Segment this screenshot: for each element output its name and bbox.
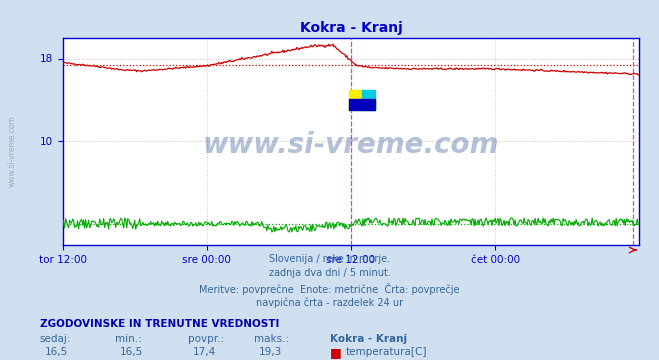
Text: navpična črta - razdelek 24 ur: navpična črta - razdelek 24 ur [256, 297, 403, 307]
Text: 19,3: 19,3 [258, 347, 282, 357]
Bar [349, 90, 362, 110]
Text: ■: ■ [330, 346, 341, 359]
Bar [362, 90, 374, 110]
Text: maks.:: maks.: [254, 334, 289, 344]
Text: www.si-vreme.com: www.si-vreme.com [8, 115, 17, 187]
Text: 16,5: 16,5 [120, 347, 144, 357]
Text: www.si-vreme.com: www.si-vreme.com [203, 131, 499, 159]
Text: sedaj:: sedaj: [40, 334, 71, 344]
Text: Kokra - Kranj: Kokra - Kranj [330, 334, 407, 344]
Text: zadnja dva dni / 5 minut.: zadnja dva dni / 5 minut. [269, 268, 390, 278]
Text: 16,5: 16,5 [44, 347, 68, 357]
Text: 17,4: 17,4 [192, 347, 216, 357]
Text: min.:: min.: [115, 334, 142, 344]
Text: ■: ■ [330, 358, 341, 360]
Text: ZGODOVINSKE IN TRENUTNE VREDNOSTI: ZGODOVINSKE IN TRENUTNE VREDNOSTI [40, 319, 279, 329]
Text: Slovenija / reke in morje.: Slovenija / reke in morje. [269, 254, 390, 264]
Text: temperatura[C]: temperatura[C] [346, 347, 428, 357]
Text: Meritve: povprečne  Enote: metrične  Črta: povprečje: Meritve: povprečne Enote: metrične Črta:… [199, 283, 460, 294]
Title: Kokra - Kranj: Kokra - Kranj [300, 21, 402, 35]
Text: povpr.:: povpr.: [188, 334, 224, 344]
Bar [349, 99, 374, 110]
